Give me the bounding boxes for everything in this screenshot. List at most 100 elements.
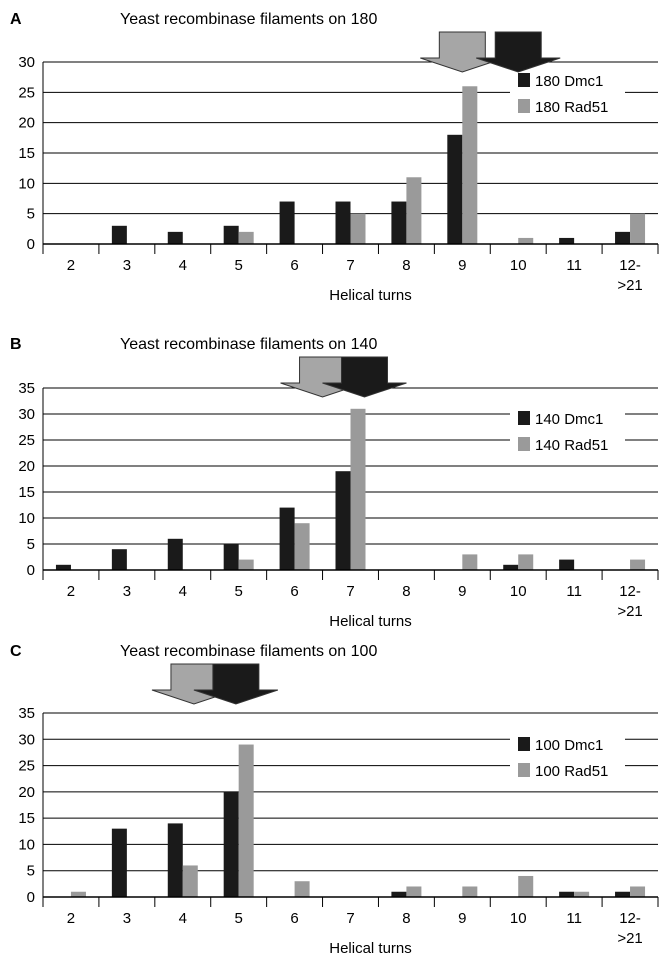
panel-b-x-tick-label: 4 bbox=[179, 583, 187, 600]
panel-c-bar-dmc1 bbox=[167, 823, 183, 897]
panel-b-x-axis-title: Helical turns bbox=[329, 613, 412, 630]
panel-c-title: Yeast recombinase filaments on 100 bbox=[120, 643, 377, 660]
panel-c-bar-rad51 bbox=[518, 875, 534, 897]
panel-b-arrow-dark-icon bbox=[322, 356, 407, 398]
panel-c-y-tick-label: 35 bbox=[18, 705, 35, 722]
panel-c-y-tick-label: 5 bbox=[27, 863, 35, 880]
panel-c-y-tick-label: 20 bbox=[18, 784, 35, 801]
panel-a-x-tick-label: >21 bbox=[617, 277, 642, 294]
panel-a-bar-rad51 bbox=[238, 231, 254, 244]
panel-b-bar-dmc1 bbox=[223, 544, 239, 570]
panel-a-letter: A bbox=[10, 11, 22, 28]
panel-b-bar-rad51 bbox=[518, 554, 534, 570]
panel-b-bar-rad51 bbox=[462, 554, 478, 570]
panel-b-x-tick-label: 11 bbox=[566, 583, 582, 600]
panel-a-y-tick-label: 15 bbox=[18, 145, 35, 162]
panel-c-letter: C bbox=[10, 643, 22, 660]
panel-a-bar-dmc1 bbox=[111, 225, 127, 244]
panel-a-bar-dmc1 bbox=[335, 201, 351, 244]
panel-b-y-tick-label: 25 bbox=[18, 432, 35, 449]
panel-a-bar-dmc1 bbox=[615, 231, 631, 244]
panel-c-bar-dmc1 bbox=[111, 828, 127, 897]
panel-a-bar-dmc1 bbox=[279, 201, 295, 244]
panel-c-bar-rad51 bbox=[294, 881, 310, 897]
panel-a-y-tick-label: 20 bbox=[18, 115, 35, 132]
panel-a-legend-label-rad51: 180 Rad51 bbox=[535, 99, 608, 116]
panel-a-x-tick-label: 2 bbox=[67, 257, 75, 274]
panel-c-y-tick-label: 15 bbox=[18, 810, 35, 827]
panel-c-x-tick-label: 4 bbox=[179, 910, 187, 927]
panel-a-y-tick-label: 5 bbox=[27, 206, 35, 223]
panel-a-bar-dmc1 bbox=[167, 231, 183, 244]
panel-c-x-axis-title: Helical turns bbox=[329, 940, 412, 957]
panel-b-x-tick-label: 8 bbox=[402, 583, 410, 600]
panel-c-x-tick-label: 9 bbox=[458, 910, 466, 927]
panel-b-bar-rad51 bbox=[238, 559, 254, 570]
panel-b-x-tick-label: 9 bbox=[458, 583, 466, 600]
panel-a-bar-dmc1 bbox=[447, 134, 463, 244]
panel-a-bar-rad51 bbox=[630, 213, 646, 244]
panel-a-x-tick-label: 6 bbox=[290, 257, 298, 274]
panel-a-title: Yeast recombinase filaments on 180 bbox=[120, 11, 377, 28]
panel-a-bar-rad51 bbox=[350, 213, 366, 244]
panel-b-y-tick-label: 30 bbox=[18, 406, 35, 423]
panel-c-arrow-dark-icon bbox=[193, 663, 279, 705]
panel-c-legend-label-dmc1: 100 Dmc1 bbox=[535, 737, 603, 754]
panel-a-x-tick-label: 9 bbox=[458, 257, 466, 274]
panel-b-legend-swatch-rad51 bbox=[518, 437, 530, 451]
panel-b-y-tick-label: 35 bbox=[18, 380, 35, 397]
panel-c-x-tick-label: >21 bbox=[617, 930, 642, 947]
panel-b-legend-swatch-dmc1 bbox=[518, 411, 530, 425]
panel-b-y-tick-label: 5 bbox=[27, 536, 35, 553]
panel-a-bar-dmc1 bbox=[391, 201, 407, 244]
panel-c-bar-dmc1 bbox=[559, 891, 575, 897]
panel-a-y-tick-label: 25 bbox=[18, 84, 35, 101]
panel-b-x-tick-label: 12- bbox=[619, 583, 641, 600]
panel-c-bar-rad51 bbox=[574, 891, 590, 897]
panel-b-bar-dmc1 bbox=[503, 564, 519, 570]
panel-a-x-tick-label: 3 bbox=[123, 257, 131, 274]
panel-c-x-tick-label: 3 bbox=[123, 910, 131, 927]
panel-a-bar-dmc1 bbox=[223, 225, 239, 244]
panel-c-y-tick-label: 0 bbox=[27, 889, 35, 906]
panel-c-x-tick-label: 6 bbox=[290, 910, 298, 927]
panel-c-x-tick-label: 10 bbox=[510, 910, 527, 927]
panel-a-x-tick-label: 8 bbox=[402, 257, 410, 274]
panel-c-y-tick-label: 25 bbox=[18, 758, 35, 775]
panel-a-x-tick-label: 10 bbox=[510, 257, 527, 274]
panel-a-arrow-light-icon bbox=[420, 31, 505, 73]
panel-c-legend-swatch-dmc1 bbox=[518, 737, 530, 751]
panel-c-bar-rad51 bbox=[406, 886, 422, 897]
panel-c-legend-swatch-rad51 bbox=[518, 763, 530, 777]
panel-c-y-tick-label: 30 bbox=[18, 731, 35, 748]
panel-c-bar-rad51 bbox=[182, 865, 198, 897]
panel-a-bar-rad51 bbox=[462, 86, 478, 245]
panel-a-legend-label-dmc1: 180 Dmc1 bbox=[535, 73, 603, 90]
panel-a-x-tick-label: 4 bbox=[179, 257, 187, 274]
panel-b-bar-rad51 bbox=[350, 408, 366, 570]
panel-b-x-tick-label: 7 bbox=[346, 583, 354, 600]
panel-c-x-tick-label: 2 bbox=[67, 910, 75, 927]
panel-c-x-tick-label: 12- bbox=[619, 910, 641, 927]
panel-a-bar-rad51 bbox=[406, 177, 422, 244]
panel-a-x-tick-label: 5 bbox=[235, 257, 243, 274]
panel-c-x-tick-label: 5 bbox=[235, 910, 243, 927]
panel-b-letter: B bbox=[10, 336, 22, 353]
panel-a-x-tick-label: 7 bbox=[346, 257, 354, 274]
panel-a-bar-rad51 bbox=[518, 237, 534, 244]
panel-c-bar-rad51 bbox=[238, 744, 254, 897]
panel-b-y-tick-label: 20 bbox=[18, 458, 35, 475]
panel-b-x-tick-label: 6 bbox=[290, 583, 298, 600]
panel-a-arrow-dark-icon bbox=[476, 31, 561, 73]
panel-a-y-tick-label: 10 bbox=[18, 175, 35, 192]
panel-a-legend-swatch-dmc1 bbox=[518, 73, 530, 87]
panel-c-x-tick-label: 8 bbox=[402, 910, 410, 927]
panel-b-y-tick-label: 15 bbox=[18, 484, 35, 501]
panel-c-bar-rad51 bbox=[630, 886, 646, 897]
panel-b-x-tick-label: 5 bbox=[235, 583, 243, 600]
panel-b-bar-dmc1 bbox=[55, 564, 71, 570]
panel-b-title: Yeast recombinase filaments on 140 bbox=[120, 336, 377, 353]
panel-c-bar-rad51 bbox=[70, 891, 86, 897]
panel-b-bar-dmc1 bbox=[111, 549, 127, 570]
